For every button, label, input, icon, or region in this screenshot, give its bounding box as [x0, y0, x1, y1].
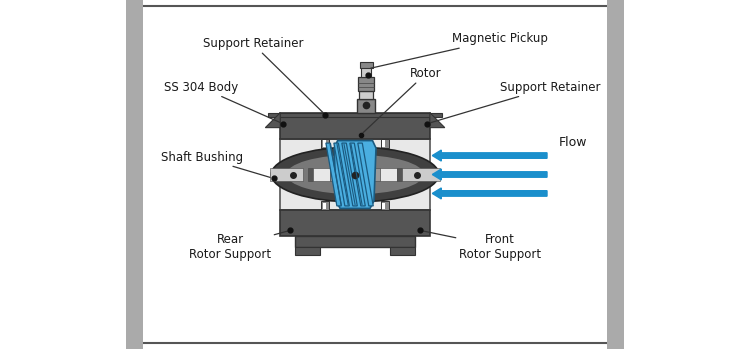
Bar: [390, 247, 415, 255]
Bar: [280, 139, 430, 210]
Bar: [296, 247, 320, 255]
Ellipse shape: [272, 147, 439, 202]
Polygon shape: [334, 143, 350, 206]
Text: Rotor: Rotor: [363, 67, 442, 133]
Bar: [280, 210, 430, 236]
Text: Support Retainer: Support Retainer: [430, 81, 600, 123]
Bar: [322, 203, 326, 209]
Bar: [321, 201, 329, 210]
Bar: [380, 168, 398, 181]
Polygon shape: [326, 143, 341, 206]
Polygon shape: [358, 143, 374, 206]
FancyBboxPatch shape: [135, 6, 615, 343]
Text: Support Retainer: Support Retainer: [202, 37, 323, 113]
Polygon shape: [350, 143, 365, 206]
Bar: [268, 113, 442, 117]
Text: Shaft Bushing: Shaft Bushing: [160, 150, 272, 178]
Bar: [358, 77, 374, 91]
Bar: [313, 168, 330, 181]
Bar: [381, 139, 389, 148]
Bar: [356, 99, 376, 113]
Bar: [370, 168, 380, 181]
Polygon shape: [266, 113, 280, 128]
Polygon shape: [334, 141, 376, 208]
Bar: [382, 203, 386, 209]
Bar: [126, 0, 143, 349]
Bar: [398, 168, 403, 181]
Bar: [322, 140, 326, 147]
FancyArrow shape: [432, 188, 547, 199]
Bar: [308, 168, 313, 181]
Bar: [330, 168, 340, 181]
Polygon shape: [430, 113, 445, 128]
Ellipse shape: [286, 155, 424, 194]
Text: Flow: Flow: [559, 136, 587, 149]
FancyArrow shape: [432, 150, 547, 161]
Bar: [296, 236, 415, 247]
Polygon shape: [342, 143, 357, 206]
Bar: [359, 62, 373, 68]
Bar: [382, 140, 386, 147]
Bar: [280, 113, 430, 139]
Bar: [403, 168, 439, 181]
FancyArrow shape: [432, 169, 547, 180]
Bar: [361, 66, 371, 77]
Text: Rear
Rotor Support: Rear Rotor Support: [189, 231, 287, 261]
Bar: [321, 139, 329, 148]
Text: Magnetic Pickup: Magnetic Pickup: [370, 32, 548, 68]
Text: Front
Rotor Support: Front Rotor Support: [422, 231, 541, 261]
Bar: [340, 168, 370, 181]
Bar: [607, 0, 624, 349]
Bar: [270, 168, 303, 181]
Bar: [359, 91, 373, 99]
Text: SS 304 Body: SS 304 Body: [164, 81, 280, 122]
Bar: [381, 201, 389, 210]
